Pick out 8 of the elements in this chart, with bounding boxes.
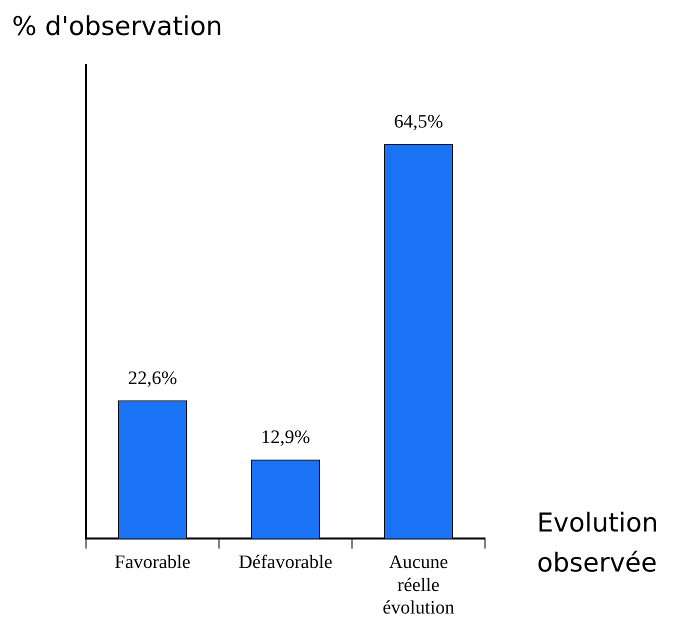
data-label: 12,9% [260, 427, 310, 448]
x-tick-label: Favorable [114, 552, 190, 573]
x-tick-label: Défavorable [238, 552, 332, 573]
data-label: 22,6% [128, 368, 178, 389]
x-axis-title: Evolution observée [537, 508, 658, 578]
y-axis-title: % d'observation [12, 12, 222, 42]
x-tick-label: Aucune réelle évolution [382, 552, 455, 619]
data-label: 64,5% [394, 111, 444, 132]
